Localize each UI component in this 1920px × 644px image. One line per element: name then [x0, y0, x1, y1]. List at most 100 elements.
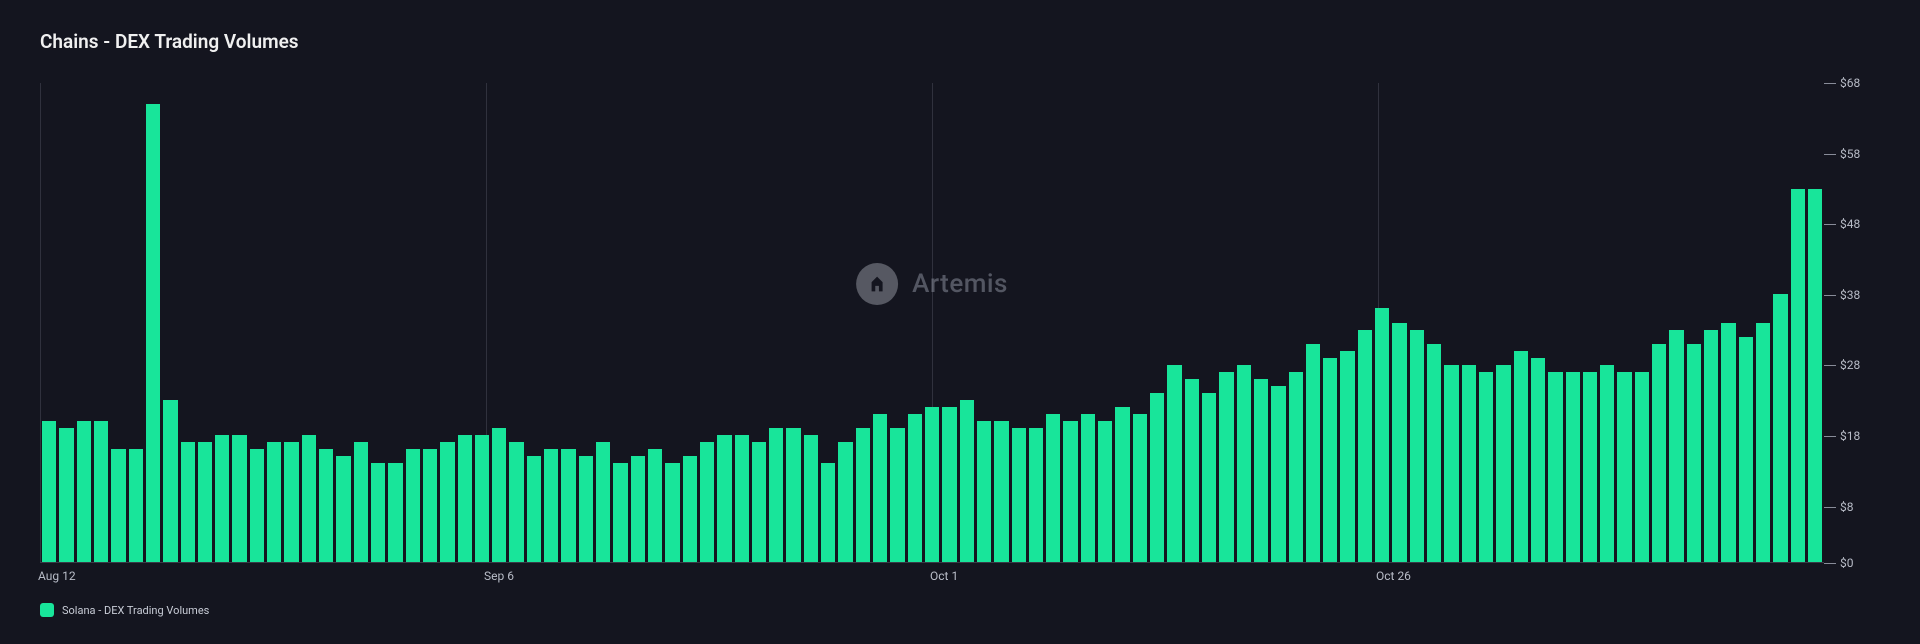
bar: [994, 421, 1008, 562]
bar: [1531, 358, 1545, 562]
legend-swatch: [40, 603, 54, 617]
bar: [838, 442, 852, 562]
bar: [406, 449, 420, 562]
bar: [1150, 393, 1164, 562]
bar: [1115, 407, 1129, 562]
bar: [1167, 365, 1181, 562]
chart-title: Chains - DEX Trading Volumes: [40, 30, 1880, 53]
bar: [1323, 358, 1337, 562]
bar: [1444, 365, 1458, 562]
bar: [1340, 351, 1354, 562]
bar: [717, 435, 731, 562]
bar: [1462, 365, 1476, 562]
bar: [319, 449, 333, 562]
bar: [475, 435, 489, 562]
bar: [596, 442, 610, 562]
bar: [925, 407, 939, 562]
chart-area: Artemis $0$8$18$28$38$48$58$68: [40, 83, 1880, 563]
bar: [665, 463, 679, 562]
bar: [1410, 330, 1424, 562]
bar: [146, 104, 160, 562]
bar: [683, 456, 697, 562]
bar: [336, 456, 350, 562]
bar: [821, 463, 835, 562]
bar: [1046, 414, 1060, 562]
bar: [752, 442, 766, 562]
bar: [423, 449, 437, 562]
bar: [1271, 386, 1285, 562]
bar: [942, 407, 956, 562]
y-axis-label: $18: [1840, 429, 1860, 443]
bar: [1012, 428, 1026, 562]
bar: [1029, 428, 1043, 562]
bar: [94, 421, 108, 562]
x-axis-label: Sep 6: [484, 569, 514, 583]
x-axis: Aug 12Sep 6Oct 1Oct 26: [40, 563, 1824, 585]
legend-label: Solana - DEX Trading Volumes: [62, 604, 209, 617]
bar: [1185, 379, 1199, 562]
bar: [129, 449, 143, 562]
bar: [1773, 294, 1787, 562]
bar: [544, 449, 558, 562]
bar: [700, 442, 714, 562]
bar: [181, 442, 195, 562]
bar: [1237, 365, 1251, 562]
bar: [1721, 323, 1735, 563]
y-axis: $0$8$18$28$38$48$58$68: [1824, 83, 1880, 563]
x-axis-label: Oct 26: [1376, 569, 1411, 583]
bar: [1583, 372, 1597, 562]
bar: [284, 442, 298, 562]
bar: [1427, 344, 1441, 562]
bar: [111, 449, 125, 562]
bar: [198, 442, 212, 562]
bar: [890, 428, 904, 562]
bar: [786, 428, 800, 562]
bar-series: [40, 83, 1824, 562]
bar: [1375, 308, 1389, 562]
bar: [1254, 379, 1268, 562]
bar: [1479, 372, 1493, 562]
bar: [1358, 330, 1372, 562]
y-axis-label: $58: [1840, 147, 1860, 161]
bar: [267, 442, 281, 562]
bar: [42, 421, 56, 562]
bar: [163, 400, 177, 562]
bar: [1289, 372, 1303, 562]
bar: [769, 428, 783, 562]
bar: [1617, 372, 1631, 562]
bar: [1791, 189, 1805, 562]
bar: [631, 456, 645, 562]
bar: [1756, 323, 1770, 563]
bar: [1081, 414, 1095, 562]
bar: [250, 449, 264, 562]
bar: [77, 421, 91, 562]
bar: [509, 442, 523, 562]
bar: [1566, 372, 1580, 562]
bar: [908, 414, 922, 562]
bar: [458, 435, 472, 562]
x-axis-label: Aug 12: [38, 569, 76, 583]
bar: [1669, 330, 1683, 562]
bar: [215, 435, 229, 562]
bar: [1392, 323, 1406, 563]
bar: [1635, 372, 1649, 562]
bar: [388, 463, 402, 562]
y-axis-label: $38: [1840, 288, 1860, 302]
bar: [613, 463, 627, 562]
bar: [648, 449, 662, 562]
bar: [1600, 365, 1614, 562]
bar: [856, 428, 870, 562]
bar: [960, 400, 974, 562]
bar: [1739, 337, 1753, 562]
plot-area: Artemis: [40, 83, 1824, 563]
legend: Solana - DEX Trading Volumes: [40, 603, 1880, 617]
bar: [59, 428, 73, 562]
bar: [1063, 421, 1077, 562]
bar: [1808, 189, 1822, 562]
bar: [232, 435, 246, 562]
y-axis-label: $8: [1840, 500, 1854, 514]
y-axis-label: $48: [1840, 217, 1860, 231]
y-axis-label: $68: [1840, 76, 1860, 90]
bar: [354, 442, 368, 562]
bar: [440, 442, 454, 562]
